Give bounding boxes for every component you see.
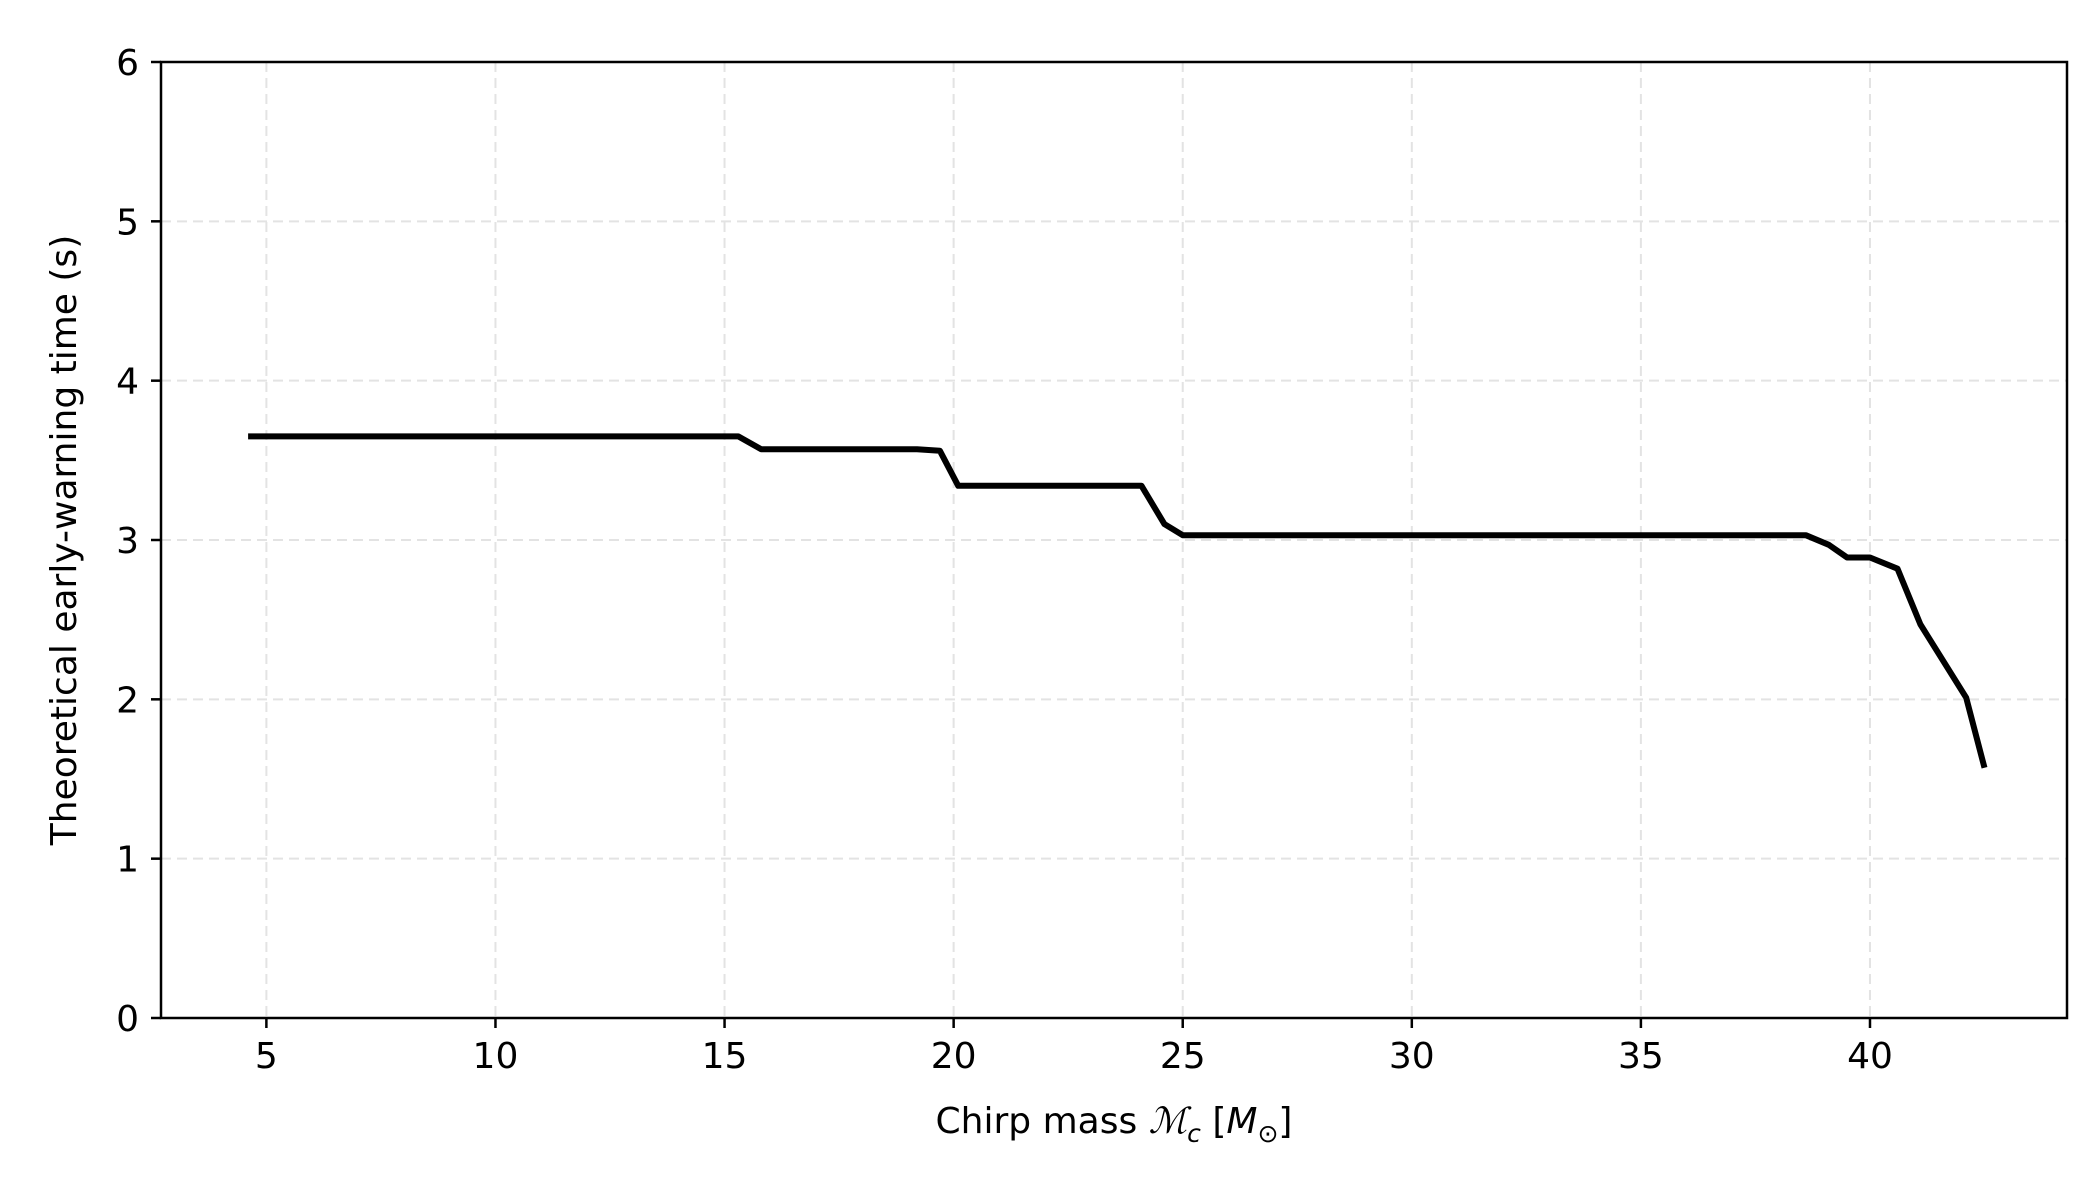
ticks: 5 10 15 20 25 30 35 40 0 1 2 3 4 5 6: [116, 43, 1893, 1077]
x-tick-label: 40: [1847, 1036, 1893, 1077]
x-tick-label: 15: [702, 1036, 748, 1077]
x-tick-label: 30: [1389, 1036, 1435, 1077]
x-axis-label-subscript: c: [1187, 1119, 1201, 1148]
series-line: [248, 433, 1988, 769]
x-tick-label: 10: [473, 1036, 519, 1077]
plot-frame: [159, 60, 2069, 1020]
series: [248, 433, 1988, 769]
y-axis-label: Theoretical early-warning time (s): [44, 235, 85, 846]
y-tick-label: 2: [116, 680, 139, 721]
x-axis-label-symbol: ℳ: [1149, 1101, 1192, 1142]
x-axis-label-bracket: ]: [1278, 1101, 1292, 1142]
x-tick-label: 25: [1160, 1036, 1206, 1077]
x-axis-label-text: Chirp mass: [936, 1101, 1149, 1142]
y-tick-label: 3: [116, 521, 139, 562]
x-tick-label: 20: [931, 1036, 977, 1077]
y-tick-label: 4: [116, 362, 139, 403]
y-tick-label: 5: [116, 202, 139, 243]
y-tick-label: 0: [116, 999, 139, 1040]
grid: [161, 62, 2067, 1018]
x-axis-label: Chirp mass ℳc [M⊙]: [936, 1101, 1293, 1148]
y-tick-label: 6: [116, 43, 139, 84]
x-tick-label: 5: [255, 1036, 278, 1077]
x-axis-label-unit: M: [1226, 1101, 1257, 1142]
x-axis-label-unit-subscript: ⊙: [1257, 1119, 1278, 1148]
x-axis-label-bracket: [: [1201, 1101, 1227, 1142]
y-tick-label: 1: [116, 840, 139, 881]
x-tick-label: 35: [1618, 1036, 1664, 1077]
